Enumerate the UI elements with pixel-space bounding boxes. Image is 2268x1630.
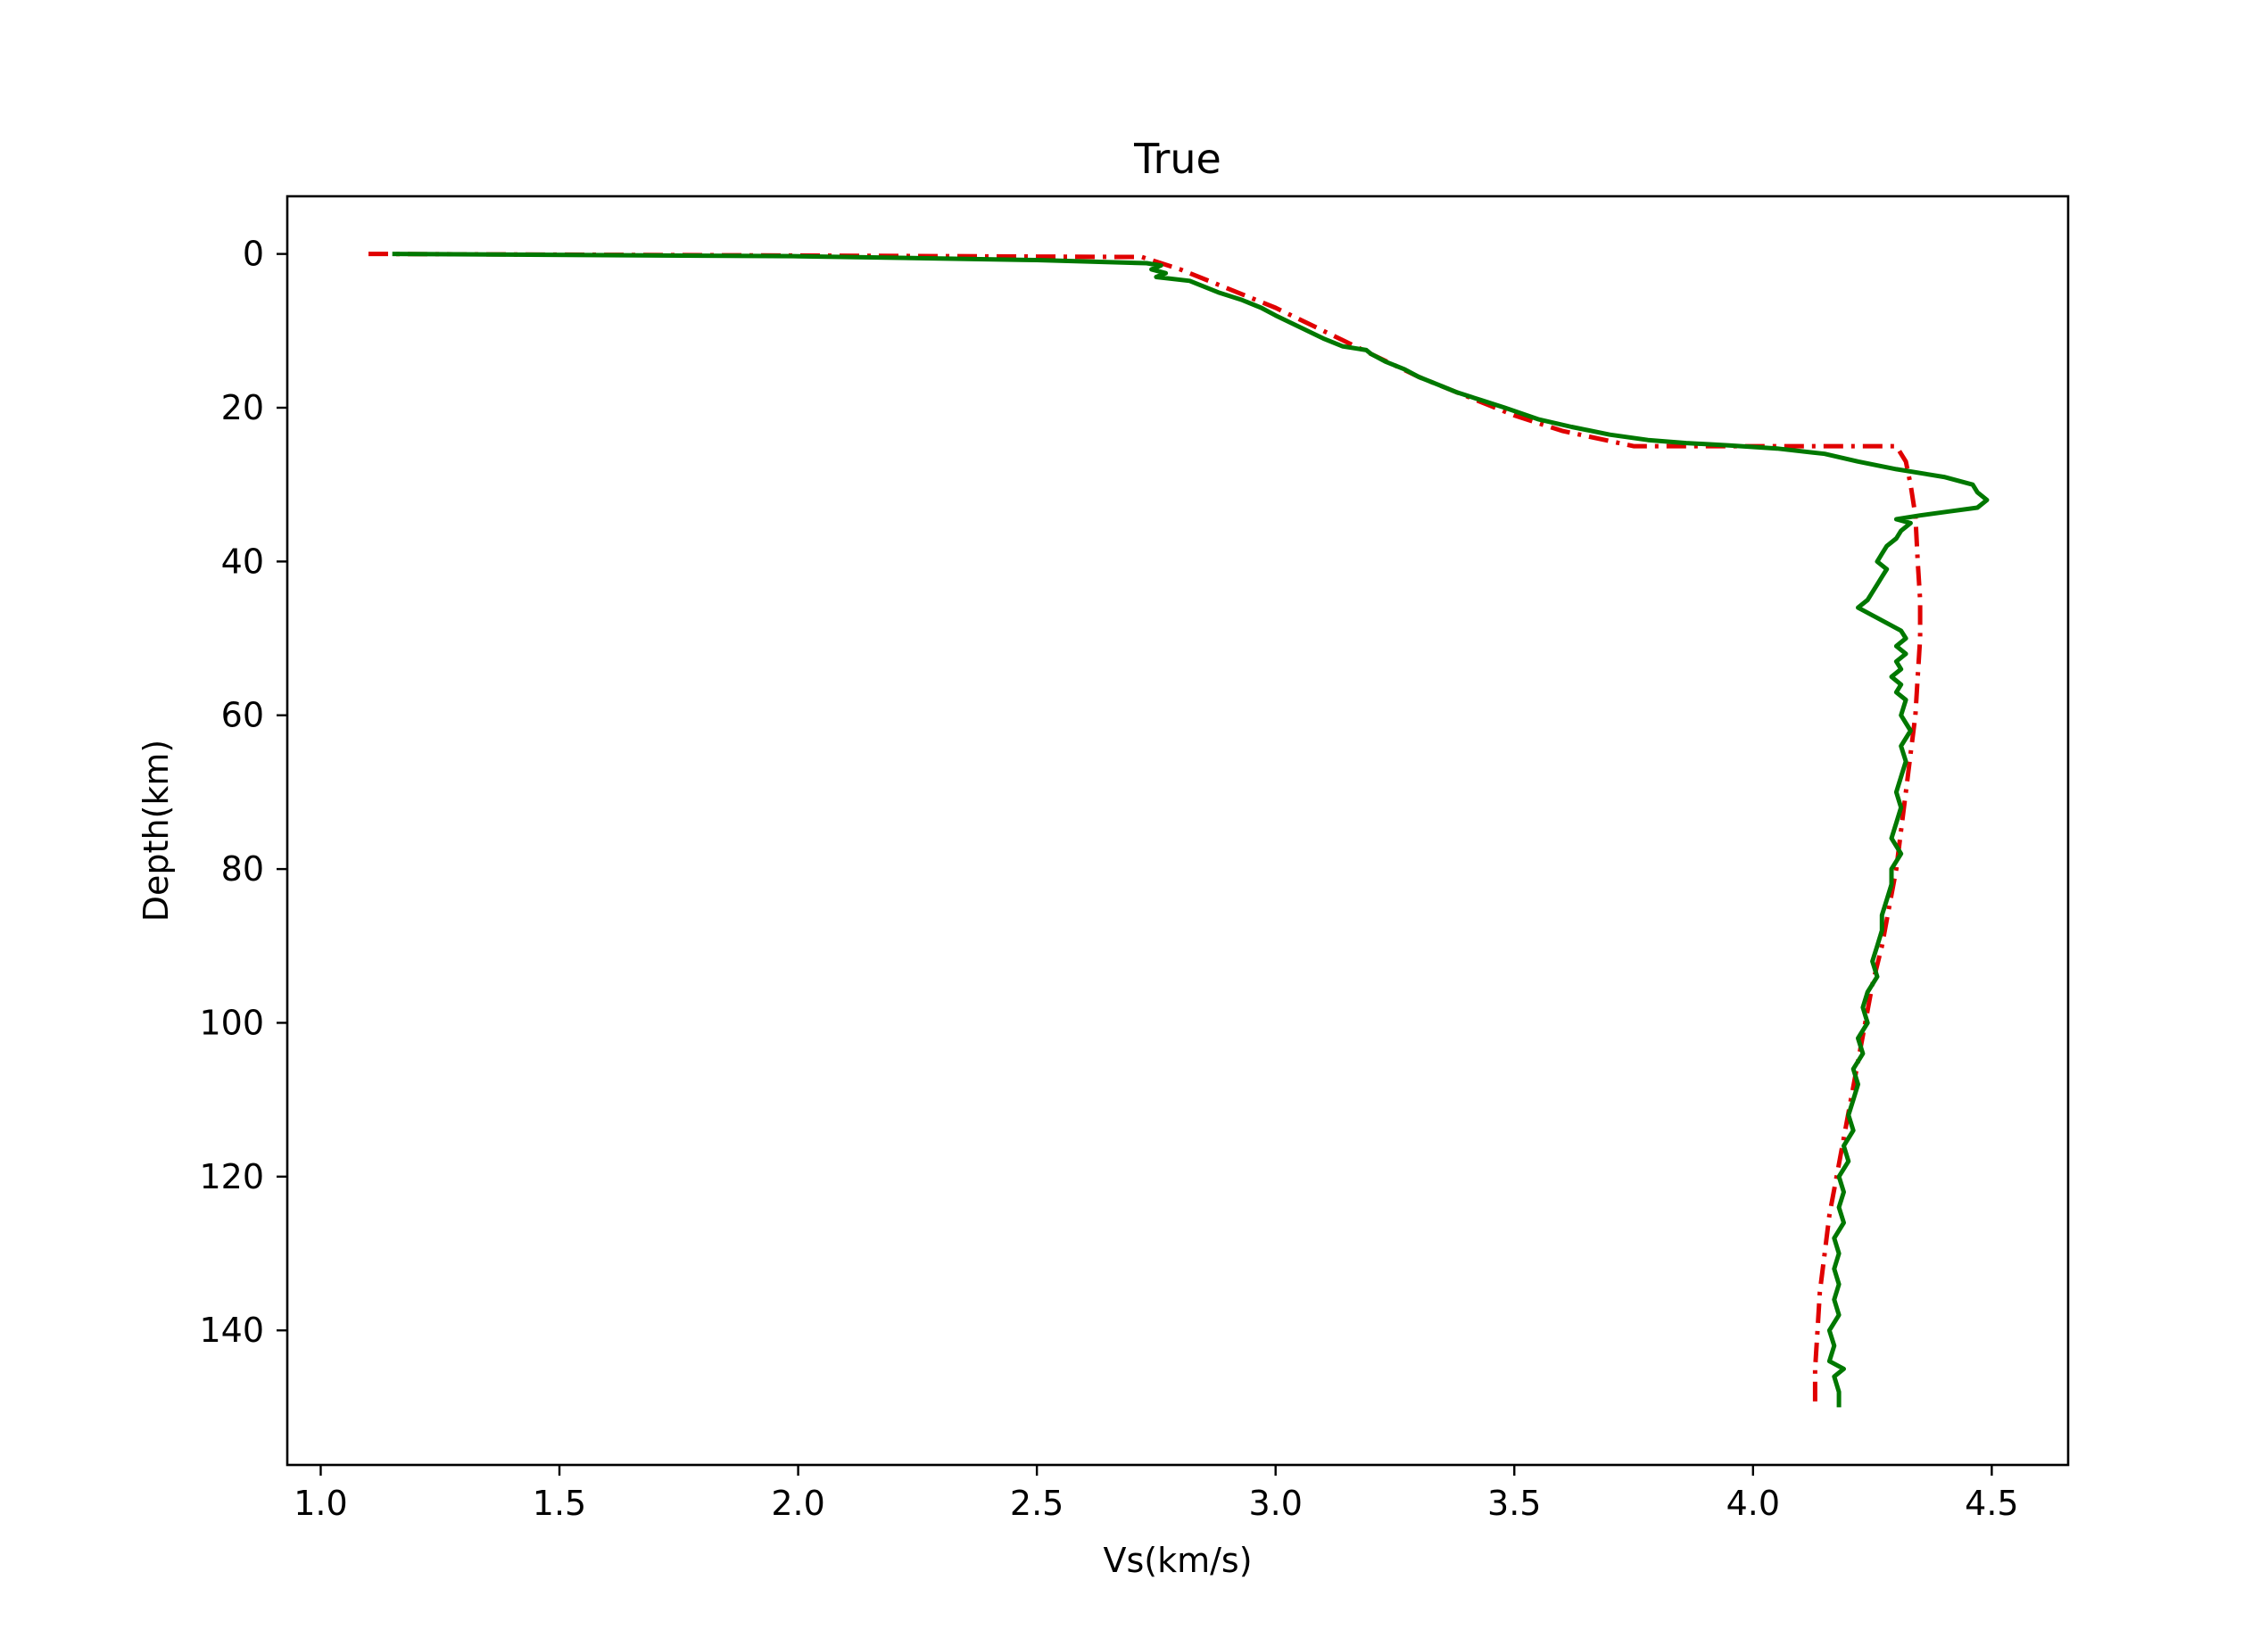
chart-title: True: [1133, 135, 1221, 183]
x-tick-label: 3.0: [1248, 1484, 1302, 1523]
y-tick-label: 60: [221, 696, 264, 735]
x-tick-label: 4.5: [1965, 1484, 2018, 1523]
series-line-2: [392, 252, 1990, 1408]
y-tick-label: 20: [221, 388, 264, 427]
y-tick-label: 40: [221, 542, 264, 581]
x-tick-label: 4.0: [1726, 1484, 1780, 1523]
x-tick-label: 1.0: [294, 1484, 347, 1523]
x-tick-label: 3.5: [1487, 1484, 1541, 1523]
series-layer: [368, 252, 1990, 1408]
y-axis-ticks: 0 20 40 60 80 100 120 140: [199, 235, 287, 1350]
x-axis-label: Vs(km/s): [1103, 1541, 1252, 1580]
y-tick-label: 0: [243, 235, 264, 274]
x-tick-label: 1.5: [533, 1484, 586, 1523]
x-tick-label: 2.5: [1010, 1484, 1064, 1523]
y-tick-label: 140: [199, 1311, 264, 1350]
y-tick-label: 100: [199, 1003, 264, 1042]
x-tick-label: 2.0: [771, 1484, 824, 1523]
y-tick-label: 80: [221, 849, 264, 889]
x-axis-ticks: 1.0 1.5 2.0 2.5 3.0 3.5 4.0 4.5: [294, 1465, 2019, 1523]
y-tick-label: 120: [199, 1157, 264, 1196]
series-line-1: [368, 252, 1923, 1408]
y-axis-label: Depth(km): [137, 740, 176, 922]
plot-frame: [286, 194, 2070, 1467]
